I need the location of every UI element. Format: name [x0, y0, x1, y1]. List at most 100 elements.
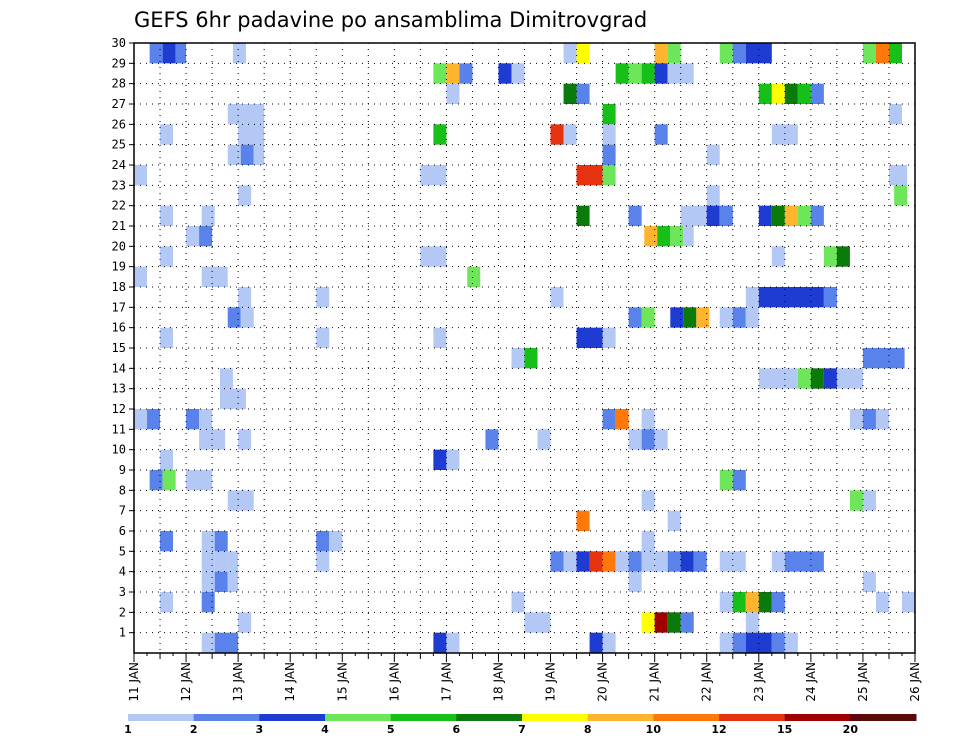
precip-cell — [576, 43, 590, 64]
precip-cell — [186, 409, 200, 430]
precip-cell — [511, 63, 525, 84]
precip-cell — [615, 409, 629, 430]
precip-cell — [771, 246, 785, 267]
precip-cell — [227, 571, 239, 592]
color-legend: 1 2 3 4 5 6 7 8 10 12 15 20 — [124, 714, 917, 736]
precip-cell — [329, 531, 343, 552]
precip-cell — [433, 63, 447, 84]
legend-label: 5 — [387, 723, 395, 736]
precip-cell — [316, 531, 330, 552]
precip-cell — [719, 43, 733, 64]
y-tick-label: 8 — [119, 483, 126, 497]
precip-cell — [134, 165, 148, 186]
precip-cell — [771, 632, 785, 653]
precip-cell — [862, 348, 905, 369]
x-tick-label: 19 JAN — [544, 662, 558, 702]
precip-cell — [680, 205, 707, 226]
precip-cell — [670, 226, 684, 247]
precip-cell — [160, 592, 174, 613]
precip-cell — [175, 43, 187, 64]
precip-cell — [628, 307, 642, 328]
x-tick-label: 21 JAN — [648, 662, 662, 702]
precip-cell — [238, 612, 252, 633]
precip-cell — [810, 83, 824, 104]
precip-cell — [888, 43, 902, 64]
precip-cell — [602, 632, 616, 653]
precip-cell — [227, 144, 241, 165]
precip-cell — [667, 612, 681, 633]
precip-cell — [459, 63, 473, 84]
precip-cell — [160, 327, 174, 348]
y-axis: 1234567891011121314151617181920212223242… — [112, 36, 134, 640]
precip-cell — [849, 409, 863, 430]
precip-cell — [706, 205, 720, 226]
precip-cell — [602, 104, 616, 125]
precip-cell — [511, 592, 525, 613]
y-tick-label: 30 — [112, 36, 126, 50]
precip-cell — [576, 205, 590, 226]
precip-cell — [628, 571, 642, 592]
legend-swatch — [390, 714, 457, 721]
precip-cell — [888, 165, 908, 186]
precip-cell — [683, 226, 694, 247]
legend-label: 15 — [777, 723, 792, 736]
precip-cell — [576, 510, 590, 531]
x-tick-label: 26 JAN — [908, 662, 922, 702]
precip-cell — [446, 63, 460, 84]
precip-cell — [862, 43, 876, 64]
precip-cell — [201, 266, 228, 287]
precip-cell — [201, 632, 215, 653]
precip-cell — [524, 612, 551, 633]
precip-cell — [657, 226, 671, 247]
precip-cell — [467, 266, 481, 287]
legend-swatch — [193, 714, 260, 721]
gridlines — [134, 43, 915, 653]
legend-label: 2 — [190, 723, 198, 736]
precip-cell — [641, 429, 655, 450]
precip-cell — [602, 327, 616, 348]
precip-cell — [576, 165, 603, 186]
precip-cell — [771, 551, 785, 572]
legend-label: 20 — [843, 723, 859, 736]
precip-cell — [784, 205, 798, 226]
precip-cell — [615, 551, 629, 572]
legend-swatch — [128, 714, 195, 721]
y-tick-label: 26 — [112, 117, 126, 131]
precip-cell — [214, 531, 228, 552]
precip-cell — [875, 592, 889, 613]
y-tick-label: 29 — [112, 56, 126, 70]
y-tick-label: 18 — [112, 280, 126, 294]
precip-cell — [732, 470, 746, 491]
precip-cell — [732, 43, 746, 64]
precip-cell — [199, 226, 213, 247]
legend-swatch — [850, 714, 917, 721]
precip-cell — [160, 531, 174, 552]
y-tick-label: 12 — [112, 402, 126, 416]
precip-cell — [667, 510, 681, 531]
precip-cell — [160, 205, 174, 226]
precip-cell — [670, 307, 684, 328]
precip-cell — [745, 612, 759, 633]
precip-cell — [238, 185, 252, 206]
precip-cell — [576, 83, 590, 104]
precip-cell — [797, 83, 811, 104]
precip-cell — [771, 592, 785, 613]
y-tick-label: 9 — [119, 463, 126, 477]
precip-cell — [732, 632, 746, 653]
precip-cell — [550, 124, 564, 145]
precip-cell — [706, 144, 720, 165]
precipitation-cells — [134, 43, 915, 653]
x-tick-label: 15 JAN — [335, 662, 349, 702]
precip-cell — [758, 592, 772, 613]
precip-cell — [784, 83, 798, 104]
chart-title: GEFS 6hr padavine po ansamblima Dimitrov… — [134, 8, 647, 32]
precip-cell — [823, 368, 837, 389]
precip-cell — [628, 551, 642, 572]
y-tick-label: 28 — [112, 77, 126, 91]
precip-cell — [238, 429, 252, 450]
precip-cell — [888, 104, 902, 125]
legend-swatch — [587, 714, 654, 721]
precip-cell — [589, 632, 603, 653]
precip-cell — [201, 592, 215, 613]
precip-cell — [654, 551, 668, 572]
